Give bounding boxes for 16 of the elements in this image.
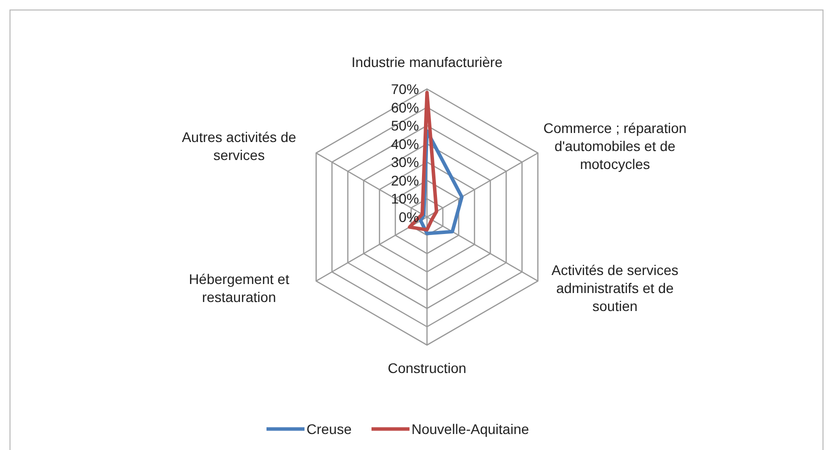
y-tick-label: 20% xyxy=(390,172,419,188)
legend-label: Nouvelle-Aquitaine xyxy=(412,421,530,437)
spoke-label: Activités de services administratifs et de soutien xyxy=(552,262,678,314)
legend-label: Creuse xyxy=(306,421,352,437)
spoke-label: Commerce ; réparation d'automobiles et de motocycles xyxy=(543,120,687,172)
y-tick-label: 0% xyxy=(398,209,419,225)
spoke-label: Industrie manufacturière xyxy=(352,54,503,70)
y-tick-label: 40% xyxy=(390,136,419,152)
spoke-label: Autres activités de services xyxy=(182,129,296,163)
spoke-label: Construction xyxy=(388,360,466,376)
y-tick-label: 30% xyxy=(390,154,419,170)
y-tick-label: 70% xyxy=(390,81,419,97)
y-tick-label: 50% xyxy=(390,118,419,134)
y-tick-label: 10% xyxy=(390,190,419,207)
y-tick-label: 60% xyxy=(390,99,419,116)
spoke-label: Hébergement et restauration xyxy=(188,271,290,305)
